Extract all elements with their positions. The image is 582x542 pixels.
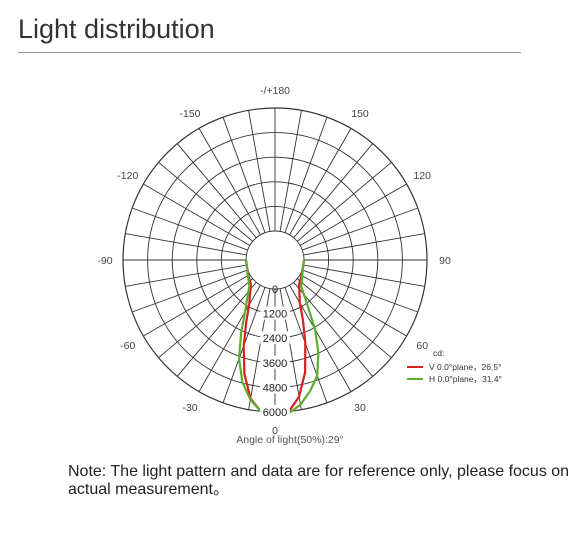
page-title: Light distribution <box>18 14 215 44</box>
polar-spoke <box>299 274 407 337</box>
polar-spoke <box>303 264 425 287</box>
radial-tick-label: 6000 <box>263 407 287 419</box>
polar-spoke <box>176 281 257 377</box>
angle-tick-label: -120 <box>117 170 138 182</box>
angle-tick-label: 30 <box>354 402 366 414</box>
polar-spoke <box>248 110 271 232</box>
polar-spoke <box>198 128 261 236</box>
angle-tick-label: 150 <box>351 108 369 120</box>
legend-entry-label: V 0.0°plane，26.5° <box>429 362 502 372</box>
tick-label-bg <box>260 331 290 345</box>
tick-label-bg <box>260 405 290 418</box>
polar-spoke <box>284 117 328 233</box>
polar-spoke <box>143 274 251 337</box>
angle-tick-label: -60 <box>120 340 135 352</box>
polar-spoke <box>279 110 302 232</box>
polar-spoke <box>125 264 247 287</box>
angle-of-light-label: Angle of light(50%):29° <box>236 434 344 446</box>
angle-tick-label: 60 <box>416 340 428 352</box>
polar-spoke <box>289 128 352 236</box>
polar-spoke <box>293 143 374 239</box>
radial-tick-label: 0 <box>272 284 278 296</box>
polar-spoke <box>132 207 248 251</box>
angle-tick-label: -30 <box>182 402 197 414</box>
radial-tick-label: 1200 <box>263 309 287 321</box>
radial-tick-label: 2400 <box>263 333 287 345</box>
polar-spoke <box>176 143 257 239</box>
radial-tick-label: 3600 <box>263 358 287 370</box>
polar-spoke <box>303 233 425 256</box>
polar-spoke <box>299 183 407 246</box>
title-divider <box>18 52 521 53</box>
polar-spoke <box>222 117 266 233</box>
radial-tick-label: 4800 <box>263 382 287 394</box>
legend-entry-label: H 0.0°plane，31.4° <box>429 374 502 384</box>
angle-tick-label: 90 <box>439 255 451 267</box>
angle-tick-label: 120 <box>413 170 431 182</box>
polar-spoke <box>302 269 418 313</box>
polar-spoke <box>302 207 418 251</box>
note-text: Note: The light pattern and data are for… <box>68 463 582 499</box>
polar-spoke <box>143 183 251 246</box>
angle-tick-label: 0 <box>272 425 278 437</box>
angle-tick-label: -90 <box>97 255 112 267</box>
polar-spoke <box>125 233 247 256</box>
note-body: The light pattern and data are for refer… <box>68 463 570 498</box>
tick-label-bg <box>260 306 290 320</box>
polar-spoke <box>158 278 254 359</box>
polar-spoke <box>293 281 374 377</box>
tick-label-bg <box>260 380 290 394</box>
polar-spoke <box>296 161 392 242</box>
polar-spoke <box>296 278 392 359</box>
polar-spoke <box>132 269 248 313</box>
tick-label-bg <box>260 355 290 369</box>
polar-ring <box>245 230 305 290</box>
angle-tick-label: -150 <box>179 108 200 120</box>
polar-spoke <box>158 161 254 242</box>
angle-tick-label: -/+180 <box>260 85 290 97</box>
note-label: Note: <box>68 463 107 480</box>
legend-unit-label: cd: <box>433 348 444 358</box>
